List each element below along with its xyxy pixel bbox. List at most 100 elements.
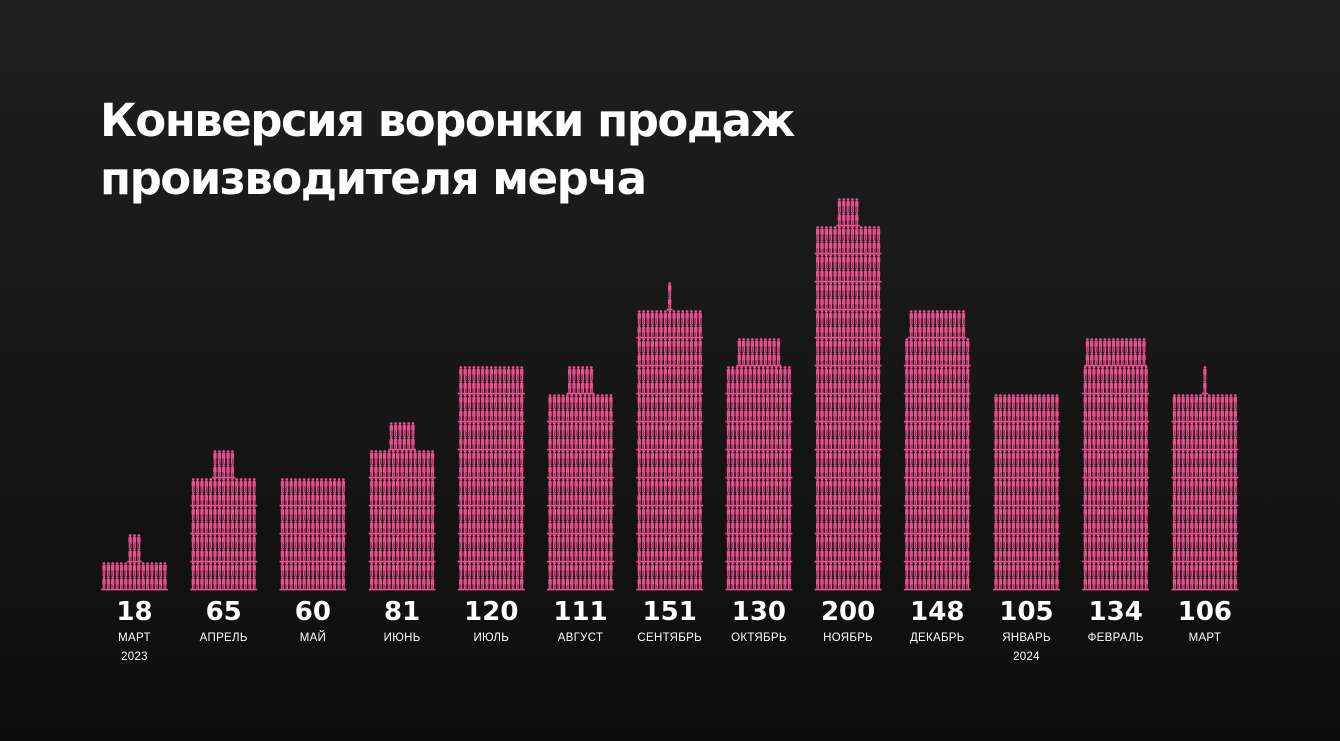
person-figure-icon — [583, 436, 587, 450]
person-figure-icon — [698, 576, 702, 590]
person-figure-icon — [557, 562, 561, 576]
person-figure-icon — [820, 478, 824, 492]
person-figure-icon — [774, 408, 778, 422]
person-figure-icon — [778, 520, 783, 534]
person-figure-icon — [1037, 562, 1042, 576]
person-figure-icon — [235, 534, 239, 548]
person-figure-icon — [1042, 534, 1046, 548]
person-figure-icon — [1024, 562, 1029, 576]
person-figure-icon — [119, 562, 124, 576]
person-figure-icon — [248, 492, 252, 506]
person-figure-icon — [574, 450, 578, 464]
person-figure-icon — [332, 478, 337, 492]
person-figure-icon — [1207, 464, 1211, 478]
person-figure-icon — [426, 478, 430, 492]
person-figure-icon — [909, 520, 913, 534]
person-figure-icon — [567, 380, 572, 394]
person-figure-icon — [654, 338, 659, 352]
person-figure-icon — [850, 436, 855, 450]
person-figure-icon — [824, 492, 829, 506]
person-figure-icon — [926, 380, 931, 394]
person-figure-icon — [463, 464, 467, 478]
person-figure-icon — [922, 548, 926, 562]
person-figure-icon — [548, 436, 552, 450]
person-figure-icon — [1037, 436, 1042, 450]
person-figure-icon — [855, 478, 859, 492]
person-figure-icon — [739, 366, 744, 380]
person-figure-icon — [467, 366, 472, 380]
person-figure-icon — [672, 436, 676, 450]
person-figure-icon — [659, 366, 663, 380]
person-figure-icon — [565, 408, 570, 422]
person-figure-icon — [1105, 464, 1109, 478]
person-figure-icon — [672, 576, 676, 590]
person-figure-icon — [770, 464, 774, 478]
person-figure-icon — [609, 548, 613, 562]
person-figure-icon — [1127, 506, 1131, 520]
person-figure-icon — [650, 576, 654, 590]
person-figure-icon — [833, 576, 837, 590]
person-figure-icon — [374, 506, 378, 520]
person-figure-icon — [230, 492, 235, 506]
person-figure-icon — [222, 520, 226, 534]
person-figure-icon — [1003, 394, 1007, 408]
person-figure-icon — [332, 562, 337, 576]
person-figure-icon — [150, 576, 154, 590]
person-figure-icon — [876, 310, 881, 324]
person-figure-icon — [676, 562, 681, 576]
person-figure-icon — [604, 492, 609, 506]
person-figure-icon — [306, 576, 311, 590]
person-figure-icon — [137, 562, 141, 576]
person-figure-icon — [815, 422, 820, 436]
person-figure-icon — [744, 506, 748, 520]
person-figure-icon — [580, 380, 585, 394]
row-ledge — [547, 420, 614, 423]
person-figure-icon — [561, 464, 565, 478]
person-figure-icon — [378, 506, 383, 520]
person-figure-icon — [1020, 464, 1024, 478]
person-figure-icon — [998, 422, 1003, 436]
person-figure-icon — [235, 478, 239, 492]
person-figure-icon — [685, 576, 689, 590]
person-figure-icon — [752, 576, 757, 590]
person-figure-icon — [998, 464, 1003, 478]
person-figure-icon — [1042, 422, 1046, 436]
person-figure-icon — [378, 450, 383, 464]
person-figure-icon — [726, 478, 731, 492]
person-figure-icon — [374, 520, 378, 534]
person-figure-icon — [378, 562, 383, 576]
person-figure-icon — [994, 394, 998, 408]
person-figure-icon — [1011, 520, 1016, 534]
person-figure-icon — [761, 534, 765, 548]
person-figure-icon — [1083, 464, 1087, 478]
person-figure-icon — [654, 450, 659, 464]
title-line-2: производителя мерча — [100, 152, 647, 205]
person-figure-icon — [824, 310, 829, 324]
person-figure-icon — [761, 450, 765, 464]
person-figure-icon — [1177, 408, 1181, 422]
person-figure-icon — [1122, 576, 1127, 590]
person-figure-icon — [741, 338, 746, 352]
person-figure-icon — [829, 422, 833, 436]
person-figure-icon — [641, 548, 646, 562]
person-figure-icon — [855, 324, 859, 338]
person-figure-icon — [953, 324, 957, 338]
person-figure-icon — [757, 366, 761, 380]
person-figure-icon — [698, 394, 702, 408]
person-figure-icon — [770, 436, 774, 450]
person-figure-icon — [855, 534, 859, 548]
person-figure-icon — [726, 576, 731, 590]
row-ledge — [725, 476, 793, 479]
person-figure-icon — [1194, 436, 1198, 450]
person-figure-icon — [765, 562, 770, 576]
person-figure-icon — [842, 366, 846, 380]
person-figure-icon — [472, 478, 476, 492]
person-figure-icon — [570, 506, 574, 520]
person-figure-icon — [646, 310, 650, 324]
month-label: ДЕКАБРЬ — [910, 632, 965, 644]
person-figure-icon — [748, 366, 752, 380]
person-figure-icon — [685, 352, 689, 366]
person-figure-icon — [872, 422, 876, 436]
person-figure-icon — [820, 562, 824, 576]
person-figure-icon — [369, 478, 374, 492]
